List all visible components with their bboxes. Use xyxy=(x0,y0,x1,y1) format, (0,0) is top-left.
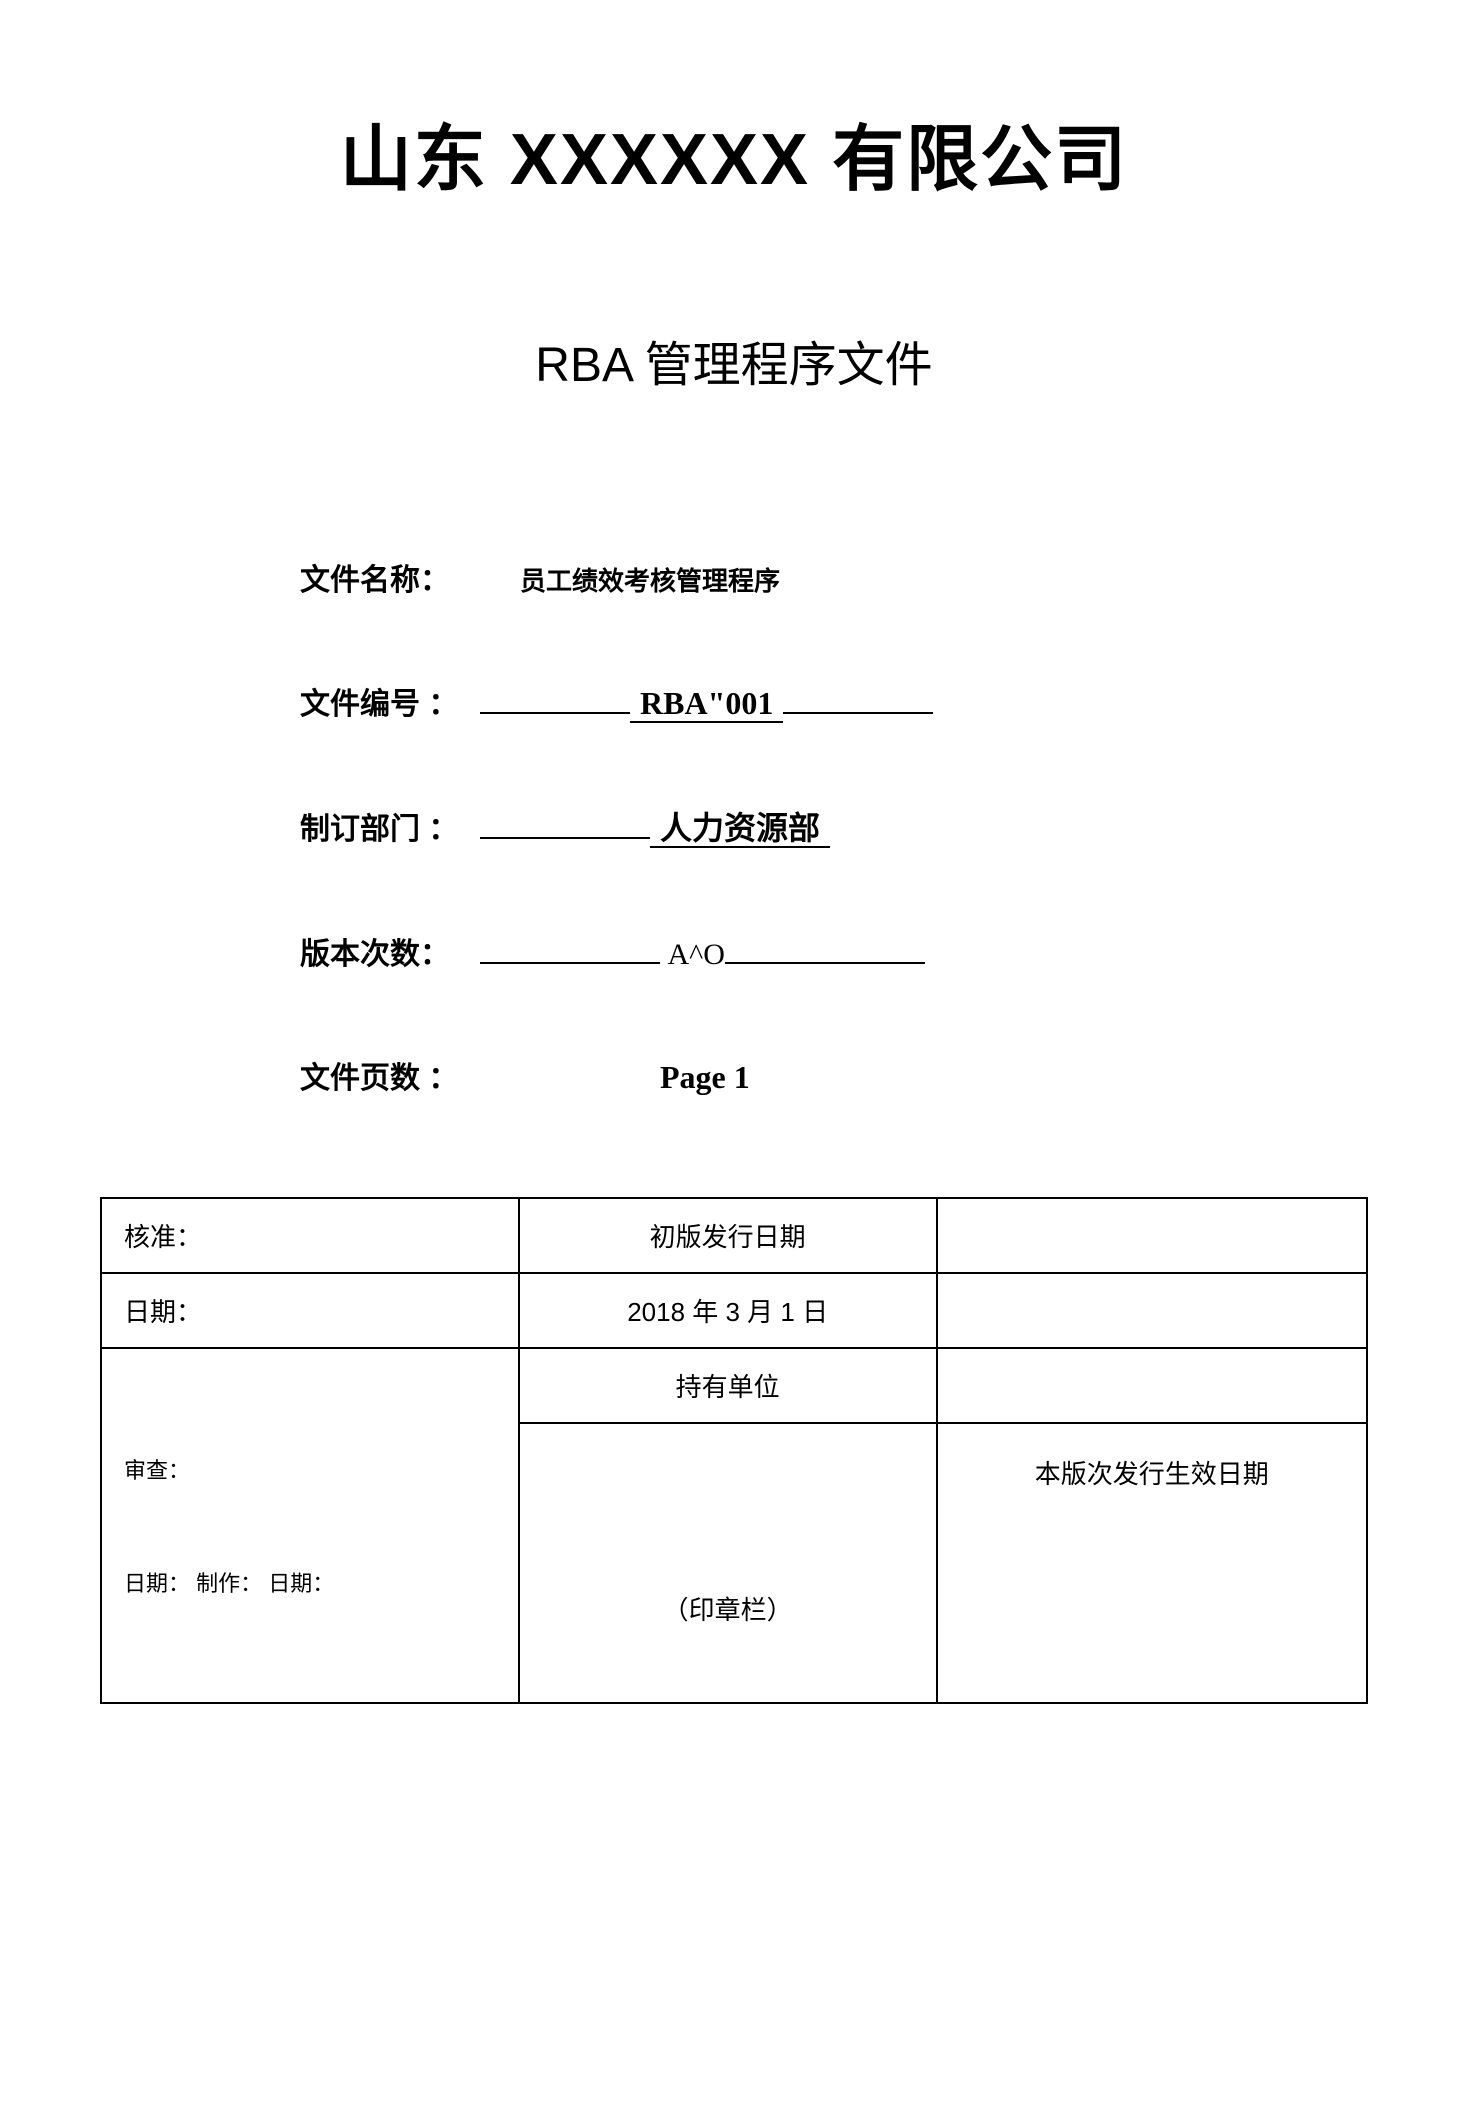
pages-value: Page 1 xyxy=(480,1059,750,1096)
date-label: 日期： xyxy=(124,1297,202,1327)
underline-before xyxy=(480,934,660,964)
date-cell: 日期： xyxy=(101,1273,519,1348)
stamp-label: （印章栏） xyxy=(663,1595,793,1625)
document-type-title: RBA 管理程序文件 xyxy=(100,325,1368,395)
underline-after xyxy=(783,684,933,714)
company-name: 山东 XXXXXX 有限公司 xyxy=(100,100,1368,205)
pages-label: 文件页数 ： xyxy=(300,1053,480,1097)
effective-date-label: 本版次发行生效日期 xyxy=(1035,1459,1269,1489)
table-row: 日期： 2018 年 3 月 1 日 xyxy=(101,1273,1367,1348)
stamp-cell: （印章栏） xyxy=(519,1423,937,1703)
document-fields: 文件名称： 员工绩效考核管理程序 文件编号 ： RBA"001 制订部门 ： 人… xyxy=(100,555,1368,1097)
doc-name-value: 员工绩效考核管理程序 xyxy=(480,561,780,598)
date-make-date-label: 日期： 制作： 日期： xyxy=(124,1566,496,1598)
field-version: 版本次数： A^O xyxy=(300,929,1168,973)
underline-before xyxy=(480,684,630,714)
initial-release-label: 初版发行日期 xyxy=(650,1222,806,1252)
approval-table: 核准： 初版发行日期 日期： 2018 年 3 月 1 日 审查： 日期： 制作… xyxy=(100,1197,1368,1704)
doc-number-value: RBA"001 xyxy=(630,685,783,723)
empty-cell xyxy=(937,1273,1367,1348)
version-value: A^O xyxy=(668,938,725,971)
effective-date-cell: 本版次发行生效日期 xyxy=(937,1423,1367,1703)
review-make-cell: 审查： 日期： 制作： 日期： xyxy=(101,1348,519,1703)
initial-release-date: 2018 年 3 月 1 日 xyxy=(627,1297,828,1327)
doc-name-label: 文件名称： xyxy=(300,555,480,599)
holder-value-cell xyxy=(937,1348,1367,1423)
approve-cell: 核准： xyxy=(101,1198,519,1273)
holder-label: 持有单位 xyxy=(676,1372,780,1402)
initial-release-date-cell: 2018 年 3 月 1 日 xyxy=(519,1273,937,1348)
doc-number-label: 文件编号 ： xyxy=(300,679,480,723)
underline-after xyxy=(725,934,925,964)
field-dept: 制订部门 ： 人力资源部 xyxy=(300,803,1168,849)
field-doc-name: 文件名称： 员工绩效考核管理程序 xyxy=(300,555,1168,599)
dept-label: 制订部门 ： xyxy=(300,804,480,848)
approve-label: 核准： xyxy=(124,1222,202,1252)
initial-release-label-cell: 初版发行日期 xyxy=(519,1198,937,1273)
underline-before xyxy=(480,809,650,839)
dept-value: 人力资源部 xyxy=(650,810,830,848)
initial-release-value-cell xyxy=(937,1198,1367,1273)
version-label: 版本次数： xyxy=(300,929,480,973)
table-row: 审查： 日期： 制作： 日期： 持有单位 xyxy=(101,1348,1367,1423)
field-doc-number: 文件编号 ： RBA"001 xyxy=(300,679,1168,723)
table-row: 核准： 初版发行日期 xyxy=(101,1198,1367,1273)
holder-label-cell: 持有单位 xyxy=(519,1348,937,1423)
field-pages: 文件页数 ： Page 1 xyxy=(300,1053,1168,1097)
review-label: 审查： xyxy=(124,1453,496,1485)
